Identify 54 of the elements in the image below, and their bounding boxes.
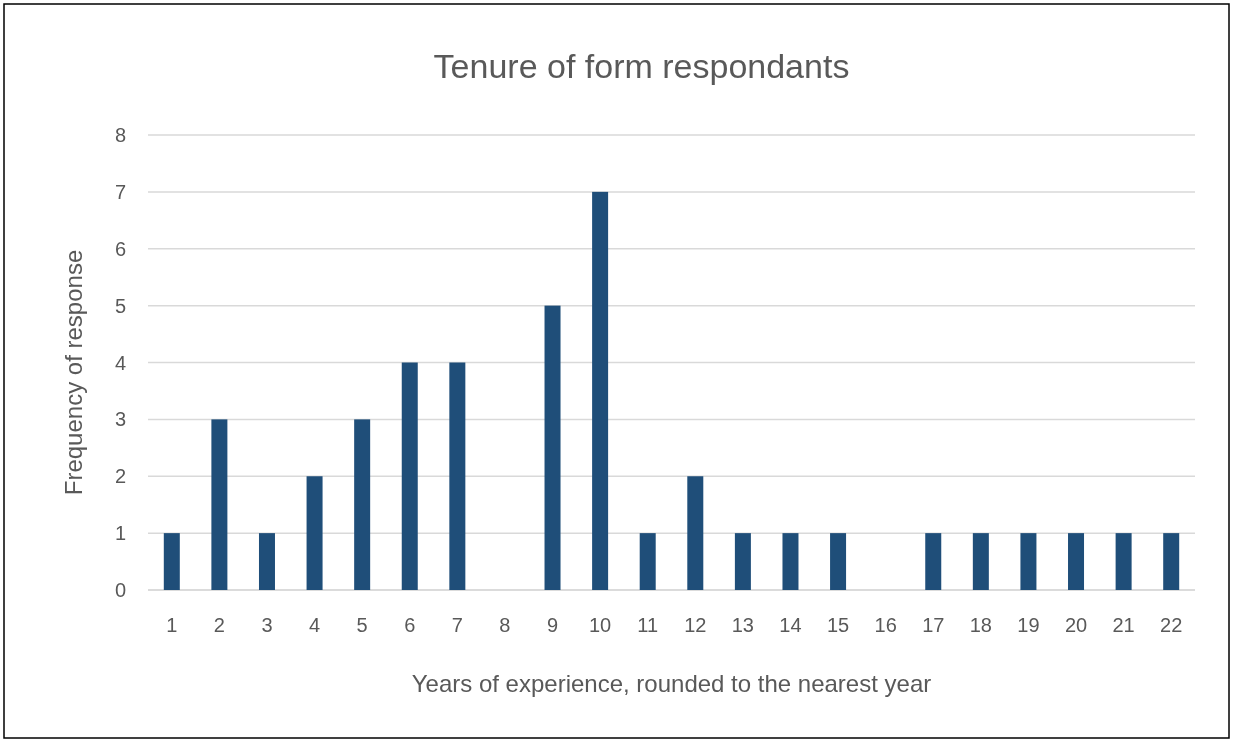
- x-tick-label: 22: [1160, 614, 1183, 636]
- bar: [782, 533, 799, 590]
- y-axis-title: Frequency of response: [60, 249, 87, 496]
- x-tick-label: 5: [356, 614, 368, 636]
- x-tick-label: 1: [166, 614, 178, 636]
- x-tick-label: 17: [922, 614, 945, 636]
- x-tick-label: 12: [684, 614, 707, 636]
- bar: [592, 191, 609, 590]
- x-tick-label: 14: [779, 614, 802, 636]
- bar: [449, 362, 466, 590]
- x-tick-label: 20: [1064, 614, 1088, 636]
- x-tick-label: 2: [213, 614, 225, 636]
- bar: [354, 419, 371, 590]
- y-tick-label: 3: [114, 408, 126, 431]
- bar: [306, 476, 323, 590]
- bar: [544, 305, 561, 590]
- bar: [1068, 533, 1085, 590]
- x-tick-label: 21: [1112, 614, 1135, 636]
- y-tick-label: 2: [114, 465, 126, 488]
- x-tick-label: 15: [826, 614, 850, 636]
- y-tick-label: 0: [114, 579, 126, 601]
- x-tick-label: 6: [404, 614, 416, 636]
- y-tick-label: 1: [114, 522, 126, 545]
- bar: [1115, 533, 1132, 590]
- x-tick-label: 13: [731, 614, 755, 636]
- bar: [734, 533, 751, 590]
- x-tick-label: 3: [261, 614, 273, 636]
- y-tick-label: 8: [114, 124, 126, 146]
- x-tick-label: 18: [969, 614, 992, 636]
- bar: [1163, 533, 1180, 590]
- x-tick-label: 7: [451, 614, 463, 636]
- bar: [972, 533, 989, 590]
- x-tick-label: 4: [309, 614, 321, 636]
- bar: [258, 533, 275, 590]
- x-tick-label: 10: [588, 614, 612, 636]
- y-tick-label: 4: [114, 351, 126, 374]
- bar: [211, 419, 228, 590]
- y-tick-label: 5: [114, 294, 126, 317]
- x-tick-label: 8: [499, 614, 511, 636]
- bar: [639, 533, 656, 590]
- chart-title: Tenure of form respondants: [433, 47, 850, 85]
- y-tick-label: 6: [114, 237, 126, 260]
- x-tick-label: 19: [1017, 614, 1040, 636]
- x-axis-title: Years of experience, rounded to the nearest year: [411, 670, 932, 697]
- x-tick-label: 11: [637, 614, 659, 636]
- x-tick-label: 9: [546, 614, 559, 636]
- bar: [687, 476, 704, 590]
- bar: [925, 533, 942, 590]
- bar: [163, 533, 180, 590]
- x-tick-label: 16: [874, 614, 897, 636]
- bar: [401, 362, 418, 590]
- bar: [830, 533, 847, 590]
- y-tick-label: 7: [114, 180, 126, 203]
- bar: [1020, 533, 1037, 590]
